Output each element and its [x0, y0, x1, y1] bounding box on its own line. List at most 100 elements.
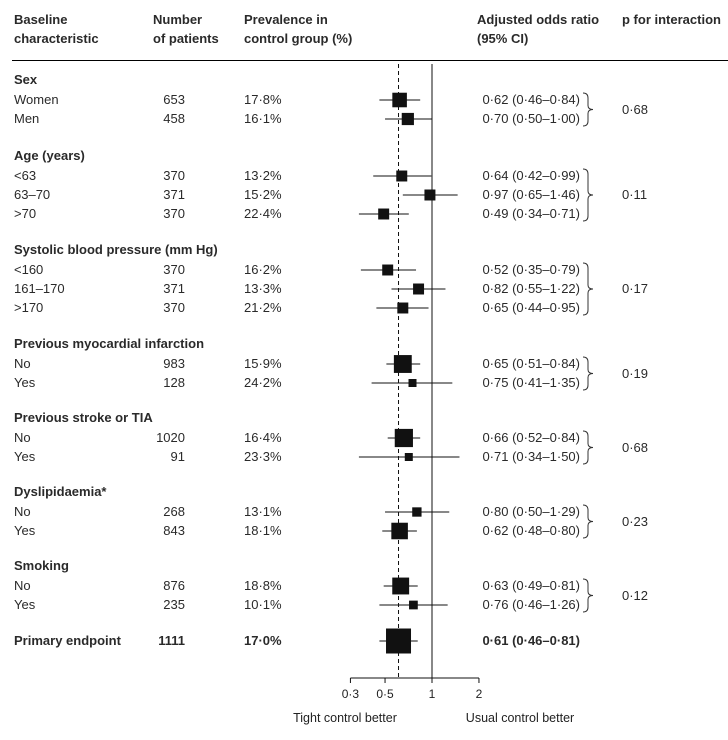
row-count: 653 [163, 92, 185, 107]
row-odds-ratio-text: 0·62 (0·48–0·80) [482, 523, 580, 538]
group-label: Smoking [14, 558, 69, 573]
group-label: Previous myocardial infarction [14, 336, 205, 351]
row-2-1-box [413, 283, 425, 295]
group-brace [582, 168, 594, 222]
row-1-0-box [396, 170, 408, 182]
row-count: 371 [163, 187, 185, 202]
row-odds-ratio-text: 0·52 (0·35–0·79) [482, 262, 580, 277]
group-brace [582, 92, 594, 127]
overall-odds-ratio-text: 0·61 (0·46–0·81) [482, 633, 580, 648]
row-odds-ratio-text: 0·71 (0·34–1·50) [482, 449, 580, 464]
header-prevalence: Prevalence in control group (%) [244, 12, 353, 46]
row-prevalence: 15·9% [244, 356, 282, 371]
row-odds-ratio-text: 0·66 (0·52–0·84) [482, 430, 580, 445]
x-tick-label: 2 [476, 687, 483, 701]
row-count: 128 [163, 375, 185, 390]
p-interaction-value: 0·68 [622, 101, 649, 117]
row-label: 161–170 [14, 281, 65, 296]
row-prevalence: 24·2% [244, 375, 282, 390]
row-count: 1020 [156, 430, 185, 445]
x-tick-label: 1 [429, 687, 436, 701]
row-count: 983 [163, 356, 185, 371]
row-6-0-box [392, 577, 410, 595]
row-0-1-box [401, 112, 414, 126]
row-2-2-box [397, 302, 409, 314]
row-label: Men [14, 111, 40, 126]
row-count: 370 [163, 300, 185, 315]
row-count: 268 [163, 504, 185, 519]
row-count: 235 [163, 597, 185, 612]
row-prevalence: 16·4% [244, 430, 282, 445]
overall-prevalence: 17·0% [244, 633, 282, 648]
group-label: Sex [14, 72, 38, 87]
row-count: 370 [163, 168, 185, 183]
group-brace [582, 578, 594, 613]
overall-count: 1111 [158, 633, 185, 648]
row-count: 370 [163, 262, 185, 277]
row-count: 371 [163, 281, 185, 296]
row-prevalence: 18·8% [244, 578, 282, 593]
row-4-0-box [394, 428, 413, 448]
row-label: Yes [14, 597, 36, 612]
group-label: Age (years) [14, 148, 85, 163]
row-count: 843 [163, 523, 185, 538]
row-prevalence: 13·2% [244, 168, 282, 183]
row-odds-ratio-text: 0·97 (0·65–1·46) [482, 187, 580, 202]
row-prevalence: 23·3% [244, 449, 282, 464]
row-odds-ratio-text: 0·76 (0·46–1·26) [482, 597, 580, 612]
row-prevalence: 10·1% [244, 597, 282, 612]
row-count: 458 [163, 111, 185, 126]
x-label-left: Tight control better [293, 711, 397, 725]
row-odds-ratio-text: 0·75 (0·41–1·35) [482, 375, 580, 390]
row-odds-ratio-text: 0·82 (0·55–1·22) [482, 281, 580, 296]
header-p-interaction: p for interaction [622, 12, 721, 27]
row-odds-ratio-text: 0·62 (0·46–0·84) [482, 92, 580, 107]
group-brace [582, 430, 594, 465]
row-6-1-box [409, 600, 418, 610]
row-5-0-box [412, 507, 422, 517]
header-odds-ratio: Adjusted odds ratio (95% CI) [477, 12, 600, 46]
row-odds-ratio-text: 0·65 (0·44–0·95) [482, 300, 580, 315]
row-prevalence: 22·4% [244, 206, 282, 221]
p-interaction-value: 0·23 [622, 513, 649, 529]
row-prevalence: 18·1% [244, 523, 282, 538]
row-0-0-box [392, 92, 407, 108]
row-label: Women [14, 92, 59, 107]
p-interaction-value: 0·68 [622, 439, 649, 455]
row-label: <160 [14, 262, 44, 277]
header-number: Number of patients [153, 12, 219, 46]
header-rule [12, 60, 728, 61]
row-prevalence: 13·3% [244, 281, 282, 296]
row-prevalence: 15·2% [244, 187, 282, 202]
p-interaction-value: 0·17 [622, 281, 649, 296]
row-prevalence: 16·2% [244, 262, 282, 277]
row-label: >70 [14, 206, 37, 221]
row-label: Yes [14, 449, 36, 464]
row-label: <63 [14, 168, 37, 183]
row-4-1-box [404, 453, 413, 461]
row-odds-ratio-text: 0·70 (0·50–1·00) [482, 111, 580, 126]
row-odds-ratio-text: 0·80 (0·50–1·29) [482, 504, 580, 519]
row-odds-ratio-text: 0·49 (0·34–0·71) [482, 206, 580, 221]
p-interaction-value: 0·12 [622, 587, 649, 603]
row-prevalence: 21·2% [244, 300, 282, 315]
row-odds-ratio-text: 0·65 (0·51–0·84) [482, 356, 580, 371]
group-label: Previous stroke or TIA [14, 410, 153, 425]
p-interaction-value: 0·11 [622, 187, 648, 202]
row-label: No [14, 356, 31, 371]
x-tick-label: 0·3 [342, 687, 360, 701]
group-brace [582, 262, 594, 316]
row-label: No [14, 578, 31, 593]
row-odds-ratio-text: 0·64 (0·42–0·99) [482, 168, 580, 183]
row-count: 876 [163, 578, 185, 593]
overall-box [386, 628, 412, 654]
row-label: 63–70 [14, 187, 51, 202]
row-2-0-box [382, 264, 394, 276]
row-3-0-box [393, 355, 412, 373]
row-3-1-box [408, 379, 417, 387]
p-interaction-value: 0·19 [622, 365, 649, 381]
row-1-2-box [378, 208, 390, 220]
row-prevalence: 16·1% [244, 111, 282, 126]
row-prevalence: 13·1% [244, 504, 282, 519]
